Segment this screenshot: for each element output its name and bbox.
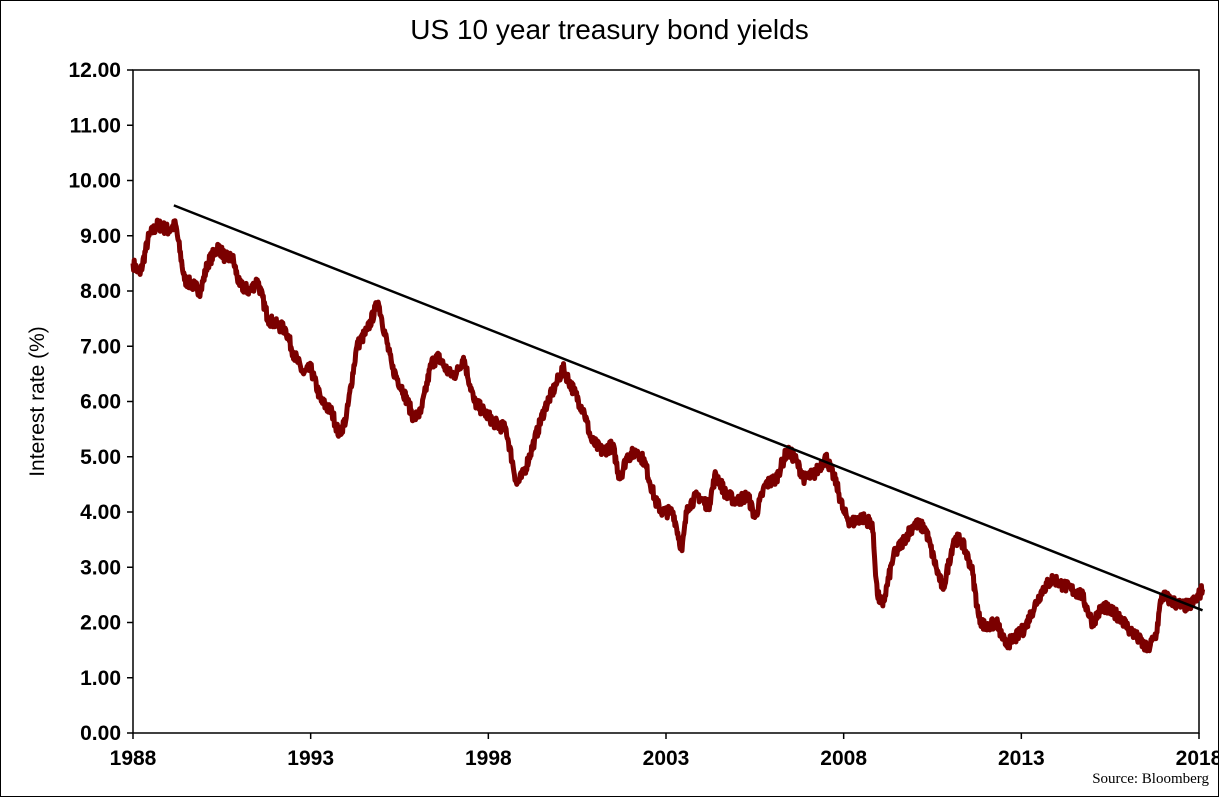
y-tick-label: 2.00 xyxy=(80,612,121,635)
x-tick-label: 2018 xyxy=(1176,747,1219,770)
y-tick-label: 0.00 xyxy=(80,722,121,745)
plot-border xyxy=(132,69,1200,734)
y-tick-label: 4.00 xyxy=(80,501,121,524)
x-tick-label: 2013 xyxy=(998,747,1045,770)
x-tick-label: 2003 xyxy=(643,747,690,770)
y-axis-label: Interest rate (%) xyxy=(26,326,49,477)
chart-title: US 10 year treasury bond yields xyxy=(410,14,809,45)
y-tick-label: 8.00 xyxy=(80,280,121,303)
y-tick-label: 11.00 xyxy=(70,114,121,137)
y-tick-label: 1.00 xyxy=(80,667,121,690)
y-tick-label: 5.00 xyxy=(80,446,121,469)
y-tick-label: 3.00 xyxy=(80,556,121,579)
y-tick-label: 6.00 xyxy=(80,391,121,414)
x-tick-label: 1988 xyxy=(110,747,157,770)
x-tick-label: 2008 xyxy=(820,747,867,770)
trend-line xyxy=(173,204,1204,612)
y-tick-label: 10.00 xyxy=(68,170,121,193)
x-tick-labels: 1988 1993 1998 2003 2008 2013 2018 xyxy=(110,733,1219,770)
y-tick-label: 12.00 xyxy=(68,59,121,82)
axes xyxy=(132,69,1200,734)
plot-area xyxy=(130,204,1206,654)
y-tick-label: 7.00 xyxy=(80,335,121,358)
x-tick-label: 1993 xyxy=(287,747,334,770)
x-tick-label: 1998 xyxy=(465,747,512,770)
y-tick-labels: 0.00 1.00 2.00 3.00 4.00 5.00 6.00 7.00 8.00 9.00… xyxy=(68,59,133,745)
source-note: Source: Bloomberg xyxy=(1092,771,1209,787)
y-tick-label: 9.00 xyxy=(80,225,121,248)
yield-series-line xyxy=(130,217,1206,654)
